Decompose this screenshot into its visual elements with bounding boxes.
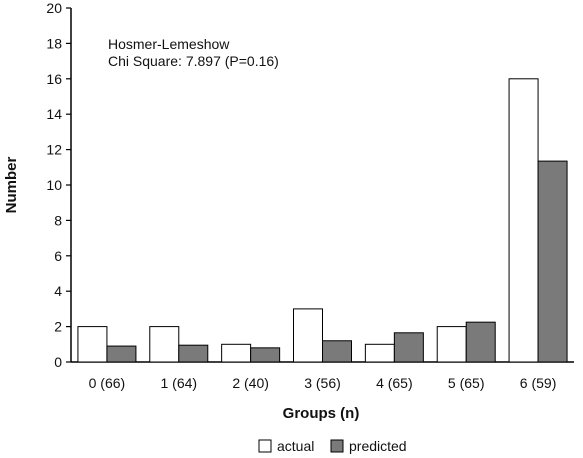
bar-actual-1 [149, 326, 180, 363]
bar-predicted-6 [537, 160, 568, 363]
y-tick-label: 16 [46, 71, 62, 87]
legend-label-predicted: predicted [349, 438, 407, 454]
bar-predicted-2 [250, 347, 281, 363]
y-tick-label: 14 [46, 106, 62, 122]
y-axis: 0 2 4 6 8 10 12 14 16 18 20 [46, 0, 72, 370]
bar-actual-6 [508, 78, 539, 363]
bar-predicted-0 [106, 345, 137, 363]
legend-item-predicted: predicted [330, 438, 407, 454]
y-axis-title: Number [3, 157, 20, 214]
bar-predicted-5 [465, 321, 496, 363]
bar-actual-0 [77, 326, 108, 363]
y-tick-label: 10 [46, 177, 62, 193]
annotation-line-1: Hosmer-Lemeshow [108, 36, 230, 52]
y-tick-label: 2 [54, 319, 62, 335]
x-ticks: 0 (66) 1 (64) 2 (40) 3 (56) 4 (65) 5 (65) 6 (5… [89, 375, 557, 391]
legend-swatch-actual [258, 439, 272, 453]
x-axis-title: Groups (n) [283, 405, 360, 422]
x-tick-label: 4 (65) [376, 375, 413, 391]
legend: actual predicted [258, 438, 407, 454]
x-tick-label: 3 (56) [304, 375, 341, 391]
x-axis: 0 (66) 1 (64) 2 (40) 3 (56) 4 (65) 5 (65) 6 (5… [71, 361, 574, 391]
y-tick-label: 0 [54, 354, 62, 370]
bar-predicted-4 [393, 332, 424, 363]
bar-actual-5 [436, 326, 467, 363]
y-tick-label: 12 [46, 142, 62, 158]
bar-actual-4 [364, 343, 395, 363]
bar-actual-3 [293, 308, 323, 363]
x-tick-label: 1 (64) [160, 375, 197, 391]
x-tick-label: 0 (66) [89, 375, 126, 391]
y-tick-label: 20 [46, 0, 62, 16]
y-tick-label: 18 [46, 35, 62, 51]
y-ticks: 0 2 4 6 8 10 12 14 16 18 20 [46, 0, 71, 370]
bar-actual-2 [221, 343, 252, 363]
y-tick-label: 6 [54, 248, 62, 264]
legend-label-actual: actual [277, 438, 314, 454]
y-tick-label: 4 [54, 283, 62, 299]
annotation: Hosmer-Lemeshow Chi Square: 7.897 (P=0.1… [108, 36, 279, 69]
legend-swatch-predicted [330, 439, 344, 453]
bar-predicted-1 [178, 344, 209, 363]
bar-predicted-3 [322, 340, 352, 363]
x-tick-label: 2 (40) [232, 375, 269, 391]
y-tick-label: 8 [54, 212, 62, 228]
x-tick-label: 6 (59) [520, 375, 557, 391]
bars [77, 78, 568, 363]
legend-item-actual: actual [258, 438, 314, 454]
x-tick-label: 5 (65) [448, 375, 485, 391]
annotation-line-2: Chi Square: 7.897 (P=0.16) [108, 53, 279, 69]
